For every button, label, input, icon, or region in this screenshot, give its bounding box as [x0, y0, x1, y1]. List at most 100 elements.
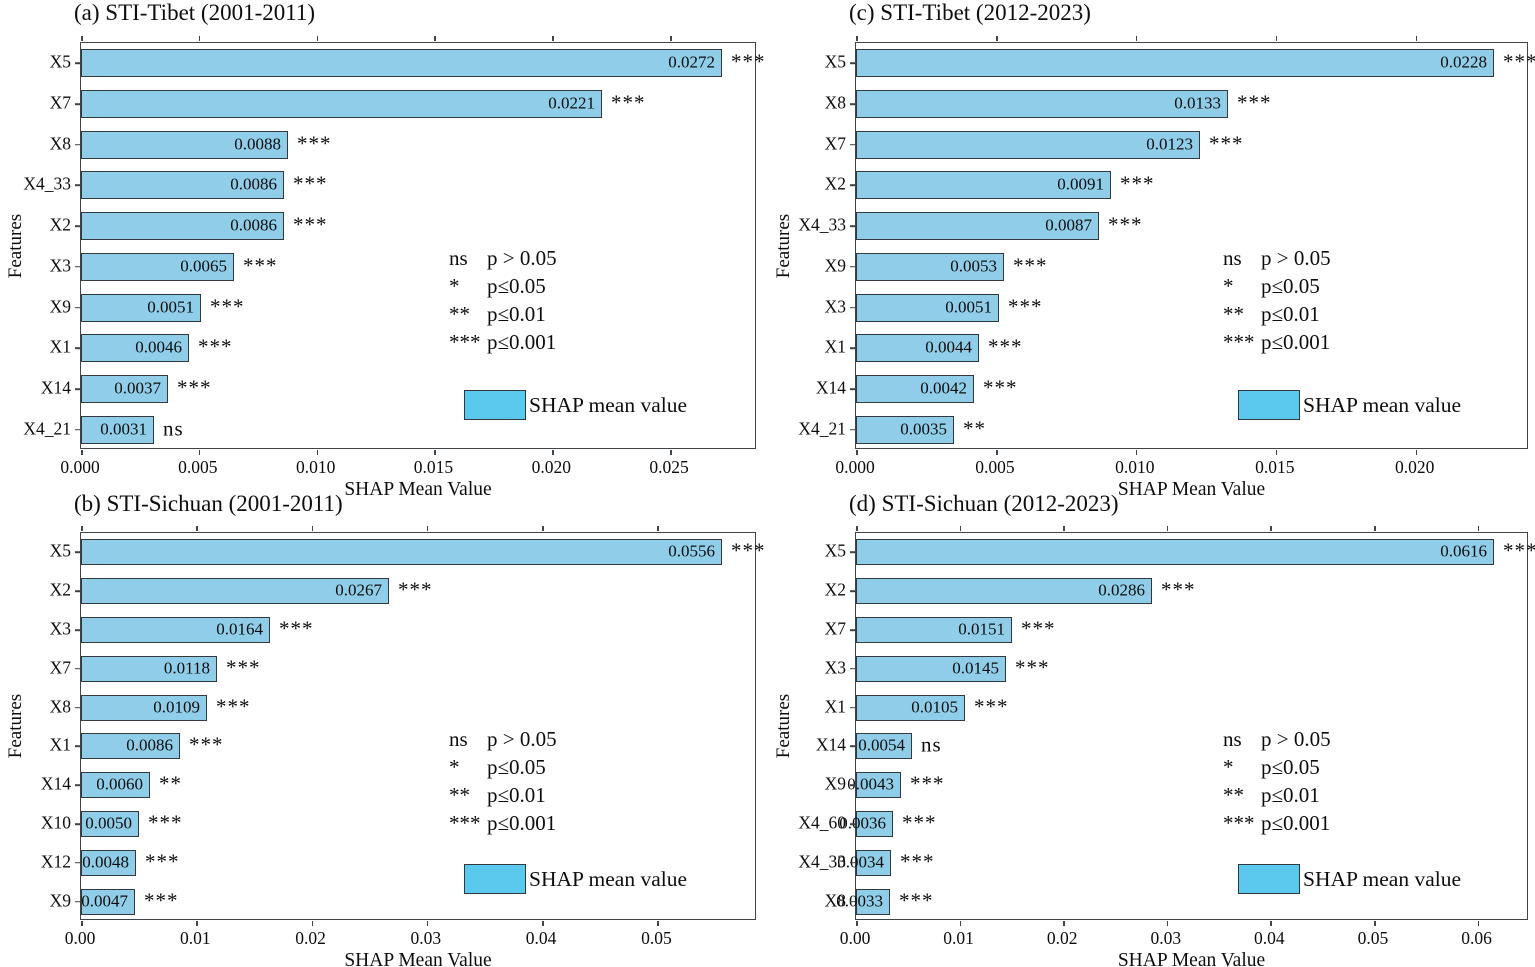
bar-X4_60: 0.0036	[839, 811, 893, 837]
bar-X14: 0.0037	[81, 375, 168, 403]
bar-value-label: 0.0133	[1174, 93, 1221, 113]
plot-area: 0.0272 *** 0.0221 *** 0.0088 *** 0.0086 *** 0.00…	[75, 36, 765, 455]
x-axis-tick-top	[856, 36, 858, 41]
pvalue-legend-marker: ***	[1223, 811, 1255, 835]
significance-marker: **	[963, 415, 986, 440]
bar-value-label: 0.0050	[85, 813, 132, 833]
pvalue-legend-text: p≤0.01	[1261, 302, 1320, 326]
bar-value-label: 0.0060	[96, 774, 143, 794]
bar-X4_33: 0.0087	[856, 212, 1099, 240]
y-axis-tick	[75, 62, 80, 65]
bar-value-label: 0.0035	[900, 419, 947, 439]
bar-value-label: 0.0037	[114, 378, 161, 398]
y-tick-label: X7	[49, 92, 71, 113]
x-axis-label: SHAP Mean Value	[344, 950, 492, 967]
y-tick-label: X4_33	[798, 214, 846, 235]
bar-X1: 0.0044	[856, 334, 979, 362]
x-tick-label: 0.02	[1046, 928, 1078, 948]
bar-value-label: 0.0086	[230, 215, 277, 235]
plot-area: 0.0556 *** 0.0267 *** 0.0164 *** 0.0118 *** 0.01…	[75, 526, 765, 926]
x-axis-tick-top	[434, 36, 437, 41]
y-axis-tick	[850, 225, 855, 227]
x-axis-tick	[426, 921, 429, 926]
pvalue-legend-marker: ***	[449, 811, 481, 835]
significance-marker: ***	[983, 375, 1018, 400]
bar-X4_33: 0.0034	[837, 850, 891, 876]
significance-marker: ***	[1021, 616, 1056, 641]
bar-value-label: 0.0087	[1045, 215, 1092, 235]
bar-X8: 0.0088	[81, 131, 288, 159]
pvalue-legend-row: ns p > 0.05	[1223, 725, 1331, 753]
y-axis-tick	[75, 225, 80, 227]
significance-marker: ***	[1209, 131, 1244, 155]
bar-value-label: 0.0043	[847, 774, 894, 794]
bar-X1: 0.0046	[81, 334, 189, 362]
x-tick-label: 0.025	[649, 457, 689, 477]
x-axis-tick-top	[1373, 526, 1376, 531]
bar-value-label: 0.0145	[952, 658, 999, 678]
pvalue-legend-marker: **	[1223, 302, 1244, 326]
bar-X1: 0.0086	[81, 733, 180, 759]
x-axis-tick	[1166, 921, 1169, 926]
y-axis-tick	[850, 900, 855, 903]
bar-value-label: 0.0123	[1146, 134, 1193, 154]
y-axis-tick	[75, 668, 80, 670]
pvalue-legend-row: ns p > 0.05	[449, 725, 557, 753]
pvalue-legend-row: ** p≤0.01	[449, 781, 557, 809]
pvalue-legend-row: ** p≤0.01	[449, 300, 557, 328]
x-axis-tick	[995, 450, 998, 455]
y-tick-label: X5	[49, 51, 71, 72]
pvalue-legend-marker: ***	[449, 330, 481, 354]
bar-value-label: 0.0272	[668, 52, 715, 72]
y-axis-tick	[75, 590, 80, 592]
y-tick-label: X1	[824, 336, 846, 357]
plot-area: 0.0616 *** 0.0286 *** 0.0151 *** 0.0145 *** 0.01…	[836, 526, 1535, 926]
significance-marker: ***	[293, 212, 328, 237]
x-tick-label: 0.03	[410, 928, 442, 948]
x-axis-tick	[959, 921, 962, 926]
y-tick-label: X12	[40, 851, 71, 872]
y-tick-label: X5	[824, 51, 846, 72]
x-tick-label: 0.000	[60, 457, 100, 477]
significance-marker: ***	[398, 577, 433, 602]
y-tick-label: X3	[49, 618, 71, 639]
bar-X7: 0.0123	[856, 131, 1200, 159]
x-axis-tick	[1063, 921, 1065, 926]
series-legend: SHAP mean value	[464, 864, 687, 894]
x-axis-tick-top	[316, 36, 319, 41]
x-axis-tick	[196, 921, 198, 926]
bar-X9: 0.0051	[81, 294, 201, 322]
x-axis-tick-top	[81, 526, 83, 531]
bar-X1: 0.0105	[856, 695, 965, 721]
y-axis-tick	[75, 143, 80, 146]
bar-X7: 0.0151	[856, 617, 1012, 643]
x-tick-label: 0.020	[531, 457, 571, 477]
significance-marker: ***	[611, 90, 646, 115]
x-axis-tick-top	[959, 526, 962, 531]
x-axis-tick-top	[856, 526, 858, 531]
y-tick-label: X8	[824, 890, 846, 911]
bar-X3: 0.0164	[81, 617, 270, 643]
pvalue-legend-row: ns p > 0.05	[449, 244, 557, 272]
bar-X8: 0.0109	[81, 695, 207, 721]
pvalue-legend-text: p≤0.05	[1261, 274, 1320, 298]
bar-value-label: 0.0051	[945, 297, 992, 317]
significance-marker: ***	[900, 849, 935, 874]
pvalue-legend-row: ** p≤0.01	[1223, 300, 1331, 328]
x-axis-tick	[1477, 921, 1480, 926]
pvalue-legend-row: * p≤0.05	[449, 753, 557, 781]
pvalue-legend-marker: *	[449, 274, 460, 298]
significance-marker: ***	[1120, 171, 1155, 196]
x-axis-tick-top	[81, 36, 83, 41]
series-legend: SHAP mean value	[1238, 390, 1461, 420]
bar-value-label: 0.0033	[836, 891, 883, 911]
y-axis-tick	[850, 590, 855, 592]
significance-marker: ***	[899, 887, 934, 912]
significance-marker: ***	[910, 771, 945, 796]
y-tick-label: X3	[824, 296, 846, 317]
bar-value-label: 0.0221	[548, 93, 595, 113]
bar-value-label: 0.0047	[81, 891, 128, 911]
significance-marker: ***	[731, 538, 766, 563]
y-axis-tick	[75, 103, 80, 105]
x-axis-tick-top	[196, 526, 198, 531]
